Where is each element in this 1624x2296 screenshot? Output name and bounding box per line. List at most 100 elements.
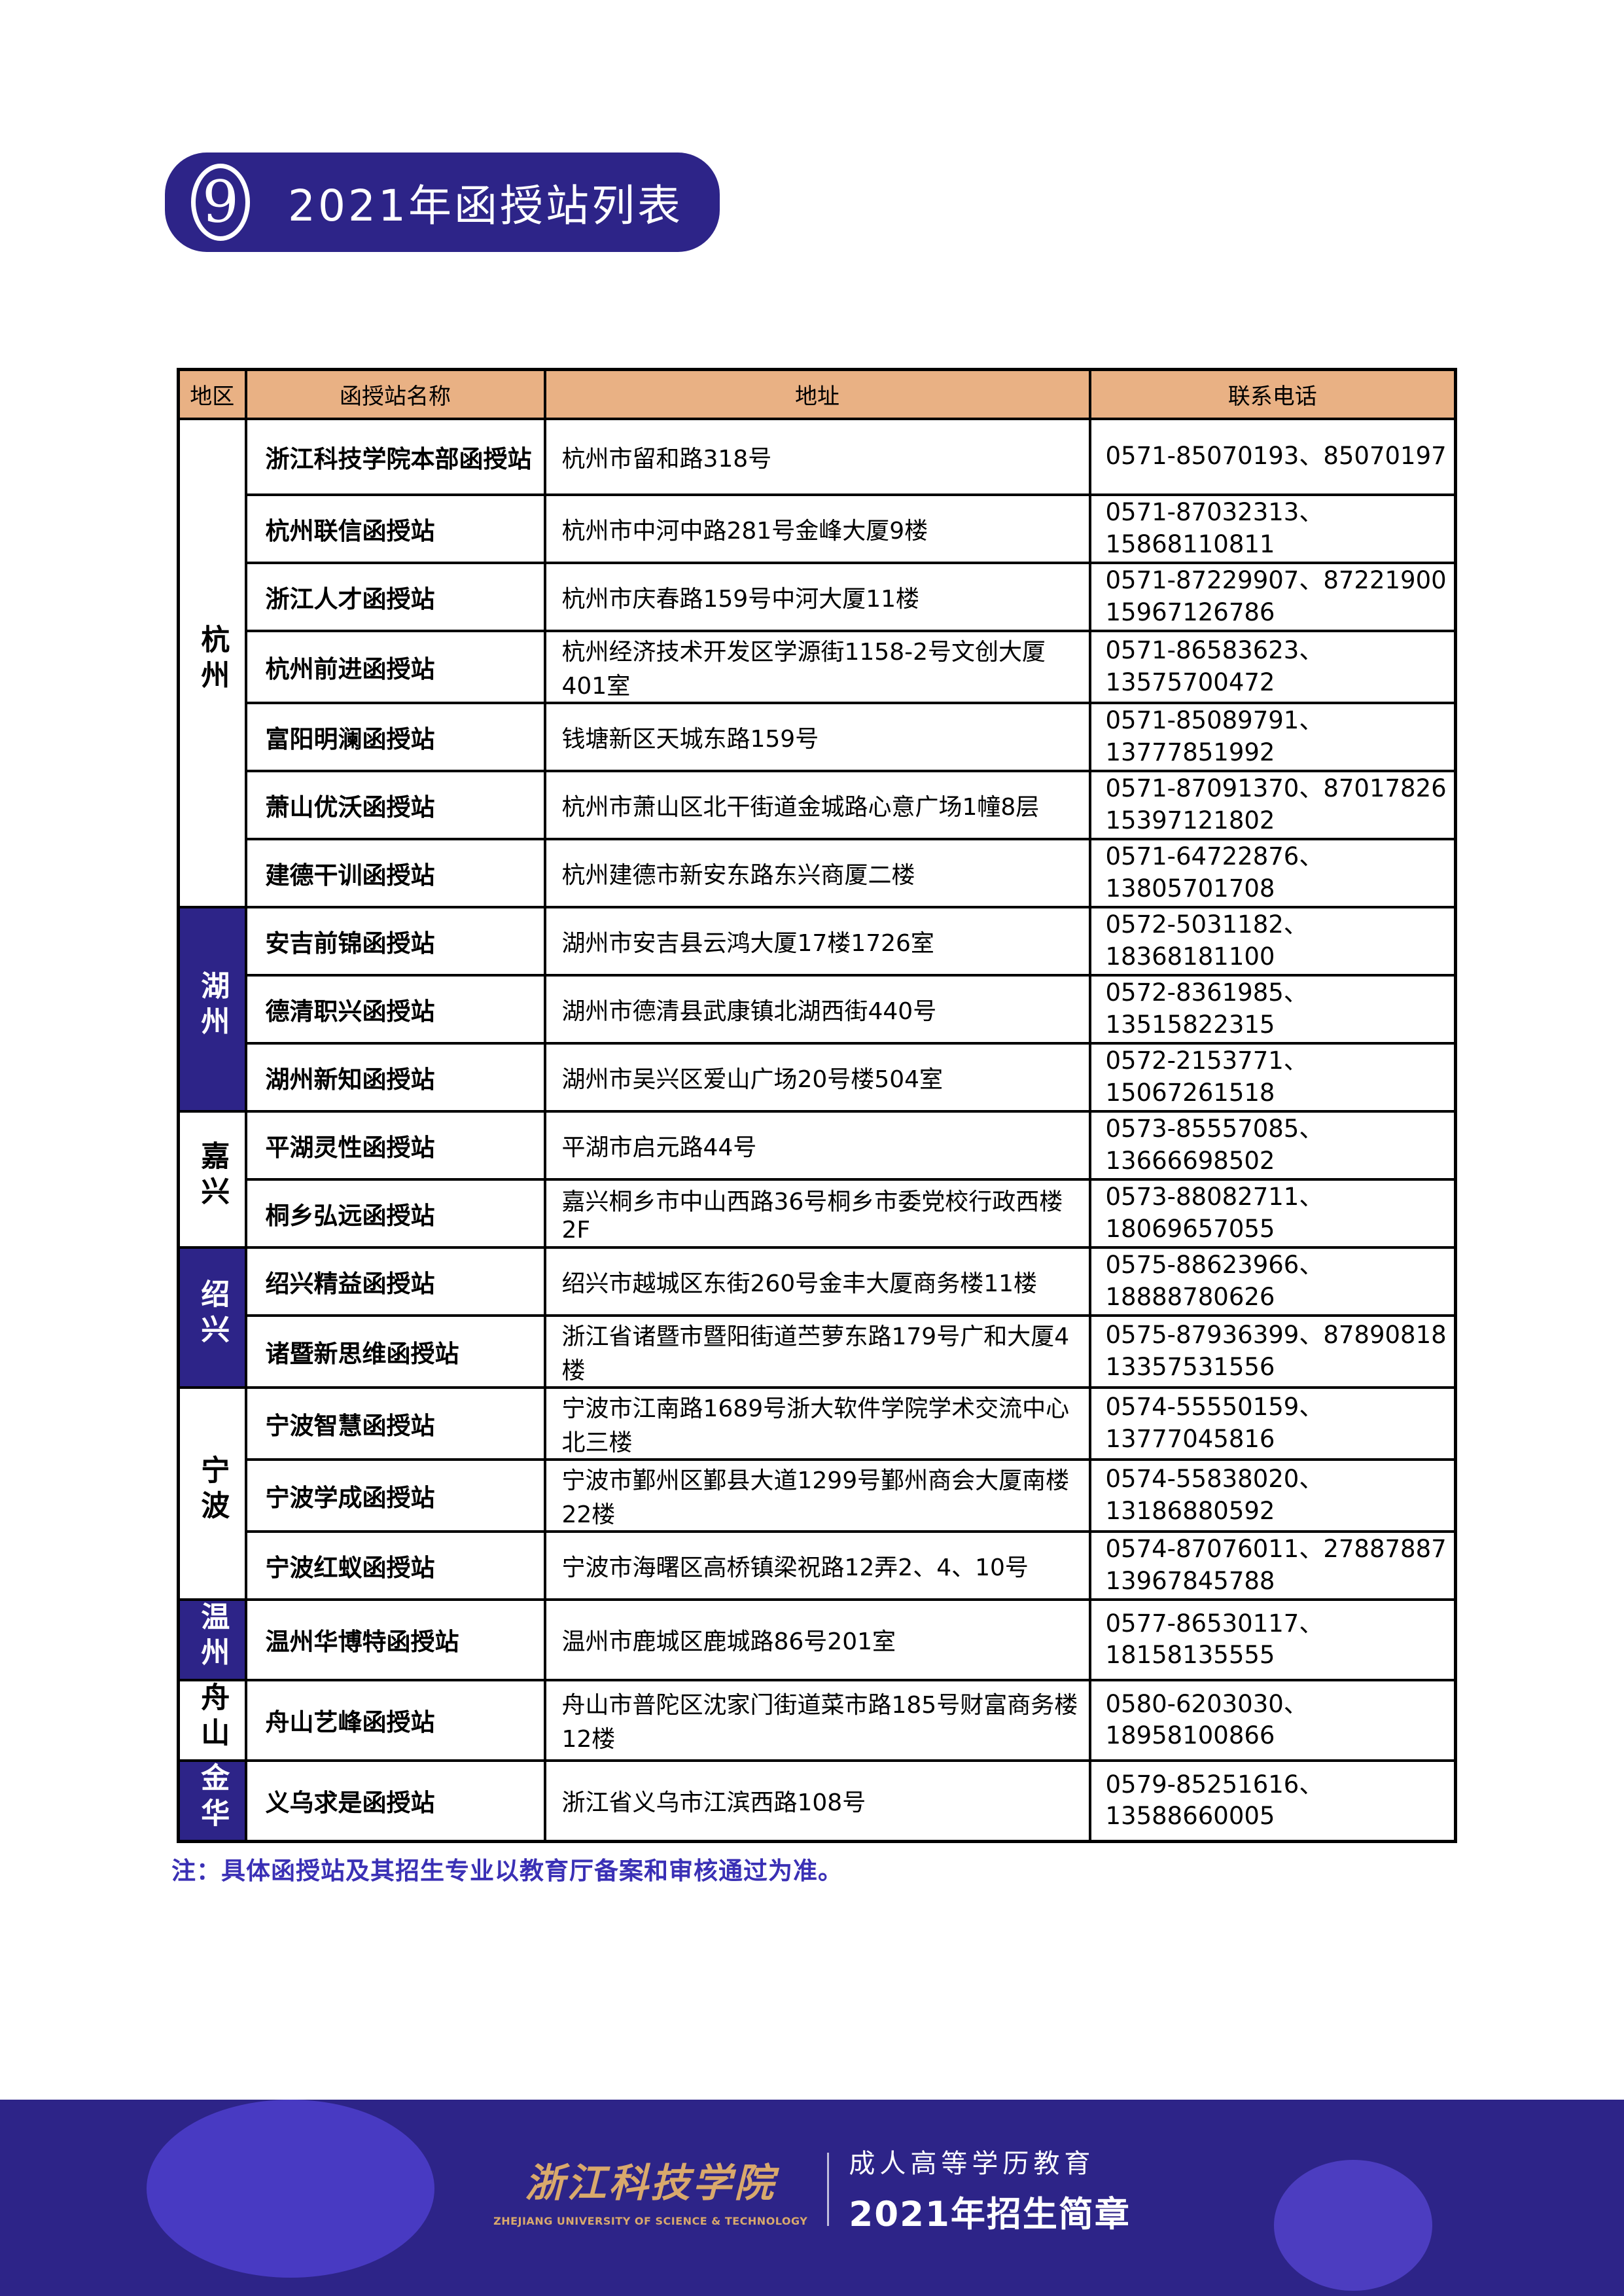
station-table-header: 地区 函授站名称 地址 联系电话 [177,368,1457,420]
table-row: 杭州 浙江科技学院本部函授站 杭州市留和路318号 0571-85070193、850… [177,417,1457,908]
station-address-cell: 温州市鹿城区鹿城路86号201室 [543,1598,1091,1681]
table-row: 湖州新知函授站 湖州市吴兴区爱山广场20号楼504室 0572-2153771、15… [179,1041,1457,1113]
station-phone-cell: 0574-87076011、27887887 13967845788 [1088,1530,1457,1601]
station-phone-cell: 0571-85089791、13777851992 [1088,701,1457,772]
station-name-cell: 湖州新知函授站 [244,1041,546,1113]
footer-program-title: 成人高等学历教育 [849,2149,1095,2179]
station-name-cell: 平湖灵性函授站 [244,1109,546,1181]
station-name-cell: 舟山艺峰函授站 [244,1678,546,1762]
station-phone-cell: 0572-2153771、15067261518 [1088,1041,1457,1113]
table-row: 杭州联信函授站 杭州市中河中路281号金峰大厦9楼 0571-87032313、15… [179,493,1457,564]
table-row: 舟山 舟山艺峰函授站 舟山市普陀区沈家门街道菜市路185号财富商务楼12楼 0580-… [177,1678,1457,1762]
table-row: 温州 温州华博特函授站 温州市鹿城区鹿城路86号201室 0577-86530117、… [177,1598,1457,1681]
station-name-cell: 杭州前进函授站 [244,629,546,704]
region-cell: 舟山 [177,1678,247,1762]
footer-lockup: 浙江科技学院 ZHEJIANG UNIVERSITY OF SCIENCE & … [0,2100,1624,2296]
station-address-cell: 湖州市德清县武康镇北湖西街440号 [543,973,1091,1045]
station-address-cell: 杭州市庆春路159号中河大厦11楼 [543,561,1091,632]
table-row: 德清职兴函授站 湖州市德清县武康镇北湖西街440号 0572-8361985、135… [179,973,1457,1045]
table-row: 浙江人才函授站 杭州市庆春路159号中河大厦11楼 0571-87229907、87… [179,561,1457,632]
station-phone-cell: 0575-88623966、18888780626 [1088,1246,1457,1317]
section-title-badge: 9 2021年函授站列表 [165,152,720,252]
station-address-cell: 宁波市海曙区高桥镇梁祝路12弄2、4、10号 [543,1530,1091,1601]
column-header-region: 地区 [177,368,247,420]
table-row: 桐乡弘远函授站 嘉兴桐乡市中山西路36号桐乡市委党校行政西楼2F 0573-8808… [179,1177,1457,1249]
region-label: 绍兴 [196,1279,230,1350]
station-phone-cell: 0574-55550159、13777045816 [1088,1386,1457,1461]
university-logo: 浙江科技学院 ZHEJIANG UNIVERSITY OF SCIENCE & … [493,2151,807,2227]
station-address-cell: 钱塘新区天城东路159号 [543,701,1091,772]
station-name-cell: 宁波智慧函授站 [244,1386,546,1461]
station-phone-cell: 0571-87091370、87017826 15397121802 [1088,769,1457,840]
region-cell: 温州 [177,1598,247,1681]
decorative-circle-left [147,2100,434,2278]
station-phone-cell: 0573-85557085、13666698502 [1088,1109,1457,1181]
station-phone-cell: 0571-86583623、13575700472 [1088,629,1457,704]
table-row: 宁波学成函授站 宁波市鄞州区鄞县大道1299号鄞州商会大厦南楼22楼 0574-55… [179,1458,1457,1533]
station-name-cell: 萧山优沃函授站 [244,769,546,840]
station-phone-cell: 0571-85070193、85070197 [1088,417,1457,496]
station-address-cell: 杭州建德市新安东路东兴商厦二楼 [543,837,1091,908]
region-cell: 嘉兴 [177,1109,247,1249]
region-cell: 杭州 [177,417,247,908]
region-cell: 宁波 [177,1386,247,1601]
column-header-phone: 联系电话 [1088,368,1457,420]
column-header-station-name: 函授站名称 [244,368,546,420]
station-address-cell: 浙江省义乌市江滨西路108号 [543,1759,1091,1842]
station-address-cell: 浙江省诸暨市暨阳街道苎萝东路179号广和大厦4楼 [543,1314,1091,1389]
station-name-cell: 宁波红蚁函授站 [244,1530,546,1601]
station-name-cell: 浙江人才函授站 [244,561,546,632]
station-address-cell: 绍兴市越城区东街260号金丰大厦商务楼11楼 [543,1246,1091,1317]
region-cell: 金华 [177,1759,247,1842]
region-label: 杭州 [196,624,230,695]
station-address-cell: 湖州市吴兴区爱山广场20号楼504室 [543,1041,1091,1113]
station-name-cell: 建德干训函授站 [244,837,546,908]
region-cell: 湖州 [177,905,247,1113]
table-row: 宁波 宁波智慧函授站 宁波市江南路1689号浙大软件学院学术交流中心北三楼 0574-… [177,1386,1457,1601]
station-phone-cell: 0579-85251616、13588660005 [1088,1759,1457,1842]
university-logo-english: ZHEJIANG UNIVERSITY OF SCIENCE & TECHNOL… [493,2215,808,2227]
station-table-body: 杭州 浙江科技学院本部函授站 杭州市留和路318号 0571-85070193、850… [177,417,1457,1842]
university-logo-chinese: 浙江科技学院 [525,2161,777,2206]
section-number-circle-icon: 9 [191,164,250,241]
station-name-cell: 德清职兴函授站 [244,973,546,1045]
region-label: 湖州 [196,971,230,1041]
station-name-cell: 桐乡弘远函授站 [244,1177,546,1249]
station-name-cell: 安吉前锦函授站 [244,905,546,977]
table-row: 湖州 安吉前锦函授站 湖州市安吉县云鸿大厦17楼1726室 0572-5031182、… [177,905,1457,1113]
station-phone-cell: 0571-87032313、15868110811 [1088,493,1457,564]
station-address-cell: 杭州市萧山区北干街道金城路心意广场1幢8层 [543,769,1091,840]
station-address-cell: 舟山市普陀区沈家门街道菜市路185号财富商务楼12楼 [543,1678,1091,1762]
table-row: 建德干训函授站 杭州建德市新安东路东兴商厦二楼 0571-64722876、1380… [179,837,1457,908]
station-phone-cell: 0572-5031182、18368181100 [1088,905,1457,977]
station-address-cell: 平湖市启元路44号 [543,1109,1091,1181]
footnote: 注：具体函授站及其招生专业以教育厅备案和审核通过为准。 [171,1857,843,1885]
station-address-cell: 嘉兴桐乡市中山西路36号桐乡市委党校行政西楼2F [543,1177,1091,1249]
footer: 浙江科技学院 ZHEJIANG UNIVERSITY OF SCIENCE & … [0,2100,1624,2296]
station-phone-cell: 0571-64722876、13805701708 [1088,837,1457,908]
station-phone-cell: 0573-88082711、18069657055 [1088,1177,1457,1249]
station-address-cell: 杭州市中河中路281号金峰大厦9楼 [543,493,1091,564]
station-address-cell: 杭州市留和路318号 [543,417,1091,496]
table-row: 诸暨新思维函授站 浙江省诸暨市暨阳街道苎萝东路179号广和大厦4楼 0575-879… [179,1314,1457,1389]
station-phone-cell: 0580-6203030、18958100866 [1088,1678,1457,1762]
region-label: 嘉兴 [196,1141,230,1211]
station-phone-cell: 0572-8361985、13515822315 [1088,973,1457,1045]
station-phone-cell: 0575-87936399、87890818 13357531556 [1088,1314,1457,1389]
station-address-cell: 湖州市安吉县云鸿大厦17楼1726室 [543,905,1091,977]
station-phone-cell: 0577-86530117、18158135555 [1088,1598,1457,1681]
table-row: 金华 义乌求是函授站 浙江省义乌市江滨西路108号 0579-85251616、135… [177,1759,1457,1842]
station-address-cell: 宁波市鄞州区鄞县大道1299号鄞州商会大厦南楼22楼 [543,1458,1091,1533]
station-name-cell: 浙江科技学院本部函授站 [244,417,546,496]
station-name-cell: 杭州联信函授站 [244,493,546,564]
footer-brochure-title: 2021年招生简章 [849,2195,1131,2234]
region-label: 金华 [196,1762,230,1833]
station-table: 地区 函授站名称 地址 联系电话 杭州 浙江科技学院本部函授站 杭州市留和路318号… [177,368,1457,1843]
station-name-cell: 诸暨新思维函授站 [244,1314,546,1389]
table-row: 杭州前进函授站 杭州经济技术开发区学源街1158-2号文创大厦401室 0571-8… [179,629,1457,704]
column-header-address: 地址 [543,368,1091,420]
station-address-cell: 杭州经济技术开发区学源街1158-2号文创大厦401室 [543,629,1091,704]
station-name-cell: 义乌求是函授站 [244,1759,546,1842]
region-label: 温州 [196,1601,230,1672]
